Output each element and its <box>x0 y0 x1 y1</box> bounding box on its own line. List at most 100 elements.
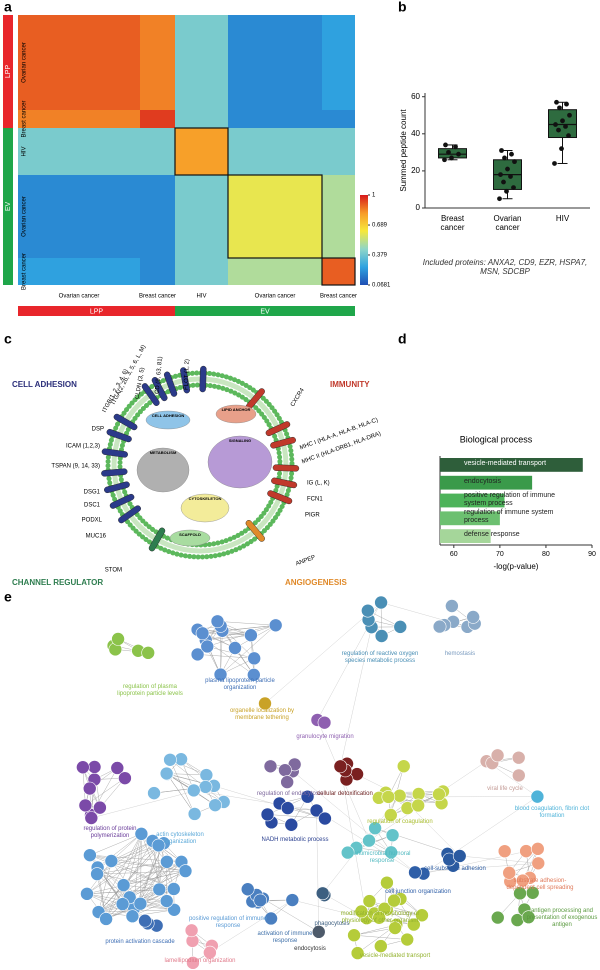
network-node <box>490 910 505 925</box>
x-axis-label: -log(p-value) <box>494 562 539 571</box>
network-node <box>118 771 132 785</box>
network-node <box>387 893 401 908</box>
network-edge <box>111 845 159 862</box>
protein <box>180 367 191 394</box>
heatmap-cell <box>322 258 355 285</box>
colorbar <box>360 195 368 285</box>
network-node <box>380 875 394 890</box>
network-edge <box>316 810 319 932</box>
protein <box>272 464 300 472</box>
network-node <box>208 798 222 812</box>
y-axis-label: Summed peptide count <box>399 109 408 192</box>
network-edge <box>166 773 195 815</box>
network-node <box>384 845 398 860</box>
network-edge <box>105 861 168 920</box>
network-node <box>134 827 149 841</box>
network-edge <box>207 625 276 647</box>
panel-label: a <box>4 0 12 15</box>
network-node <box>362 894 377 908</box>
network-node <box>93 800 107 815</box>
network-node <box>490 748 505 763</box>
network-label: viral life cycle <box>487 786 523 792</box>
network-label: cell-substrate adhesion <box>424 866 486 872</box>
network-edge <box>415 863 539 873</box>
column-label: Ovarian cancer <box>59 294 100 300</box>
network-node <box>317 715 332 730</box>
network-node <box>315 886 330 901</box>
compartment-label: SCAFFOLD <box>179 532 201 537</box>
network-edge <box>220 630 223 675</box>
row-section-label: LPP <box>5 65 12 79</box>
network-edge <box>292 899 367 919</box>
network-node <box>228 641 242 655</box>
network-edge <box>98 861 168 913</box>
network-node <box>278 763 292 777</box>
network-node <box>372 910 386 925</box>
network-edge <box>96 840 153 875</box>
protein <box>151 377 168 402</box>
column-label: Breast cancer <box>320 294 357 300</box>
network-node <box>260 807 275 822</box>
data-point <box>556 127 561 133</box>
y-tick-label: 20 <box>411 166 420 175</box>
row-label: Breast cancer <box>22 100 28 137</box>
group-label: CELL ADHESION <box>12 380 77 389</box>
network-node <box>388 921 402 935</box>
data-point <box>557 105 562 111</box>
network-node <box>111 632 125 646</box>
column-label: HIV <box>196 294 206 300</box>
bar-label: positive regulation of immune system pro… <box>464 491 556 507</box>
network-edge <box>459 855 539 864</box>
network-edge <box>97 870 186 875</box>
panel-label: c <box>4 331 12 347</box>
protein-label: FLOT (1, 2) <box>184 359 191 390</box>
network-edge <box>340 627 372 767</box>
network-node <box>445 599 459 613</box>
protein-label: DSP <box>92 427 104 433</box>
data-point <box>505 166 510 172</box>
heatmap-cell <box>175 15 228 110</box>
data-point <box>560 118 565 124</box>
column-label: Breast cancer <box>139 294 176 300</box>
network-node <box>284 817 299 832</box>
data-point <box>442 157 447 163</box>
protein <box>113 413 138 431</box>
heatmap-cell <box>228 15 322 110</box>
compartment <box>180 493 230 523</box>
network-node <box>393 620 408 634</box>
network-label: vesicle-mediated transport <box>359 953 431 959</box>
data-point <box>453 144 458 150</box>
network-node <box>466 610 480 624</box>
network-label: cellular detoxification <box>317 791 373 797</box>
compartment <box>145 410 191 430</box>
compartment-label: CELL ADHESION <box>152 413 185 418</box>
data-point <box>563 123 568 129</box>
colorbar-tick-label: 1 <box>372 193 376 199</box>
network-node <box>198 780 213 794</box>
network-node <box>374 595 388 610</box>
data-point <box>564 101 569 107</box>
panel-label: e <box>4 589 12 605</box>
network-edge <box>205 625 276 641</box>
network-node <box>186 956 200 970</box>
network-label: cell junction organization <box>385 889 451 895</box>
network-node <box>340 845 355 860</box>
network-edge <box>220 625 276 675</box>
network-label: phagocytosis <box>314 921 350 927</box>
network-label: blood coagulation, fibrin clot formation <box>514 806 590 819</box>
data-point <box>567 112 572 118</box>
network-node <box>392 788 407 803</box>
network-node <box>347 928 361 943</box>
protein-label: FCN1 <box>307 497 323 503</box>
heatmap-cell <box>140 15 175 110</box>
network-node <box>415 908 429 923</box>
colorbar-tick-label: 0.689 <box>372 223 388 229</box>
network-node <box>264 911 278 926</box>
protein-label: CLDN (3, 5) <box>135 367 146 400</box>
network-node <box>138 913 152 928</box>
heatmap-cell <box>228 110 322 128</box>
network-node <box>519 844 533 858</box>
heatmap-cell <box>175 128 228 175</box>
data-point <box>508 174 513 179</box>
network-edge <box>159 843 164 890</box>
